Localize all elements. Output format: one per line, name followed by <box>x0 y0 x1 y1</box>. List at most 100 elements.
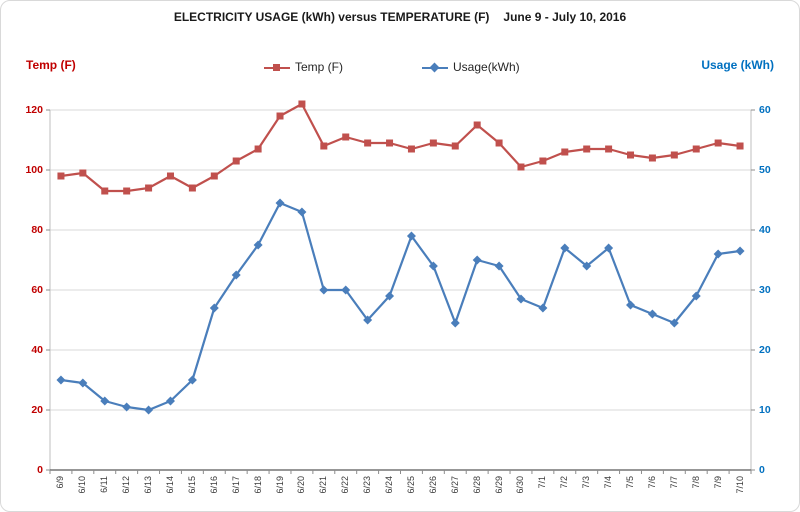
temp-data-point <box>561 148 569 156</box>
usage-data-point <box>560 243 570 253</box>
x-axis-label: 7/1 <box>537 476 548 489</box>
left-axis-tick-label: 80 <box>31 224 43 236</box>
usage-data-point <box>187 375 197 385</box>
usage-data-point <box>231 270 241 280</box>
left-axis-tick-label: 100 <box>25 164 43 176</box>
usage-data-point <box>626 300 636 310</box>
legend-item-usage: Usage(kWh) <box>422 60 520 74</box>
x-axis-label: 6/29 <box>493 476 504 494</box>
usage-data-point <box>385 291 395 301</box>
usage-data-point <box>538 303 548 313</box>
temp-data-point <box>188 184 196 192</box>
right-axis-tick-label: 20 <box>759 344 771 356</box>
temp-data-point <box>342 133 350 141</box>
temp-data-point <box>57 172 65 180</box>
x-axis-label: 7/10 <box>734 476 745 494</box>
x-axis-label: 7/3 <box>581 476 592 489</box>
usage-data-point <box>450 318 460 328</box>
x-axis-label: 6/22 <box>340 476 351 494</box>
x-axis-label: 6/23 <box>362 476 373 494</box>
temp-data-point <box>517 163 525 171</box>
x-axis-label: 6/10 <box>77 476 88 494</box>
x-axis-label: 6/18 <box>252 476 263 494</box>
usage-data-point <box>691 291 701 301</box>
x-axis-label: 6/14 <box>164 476 175 494</box>
usage-data-point <box>735 246 745 256</box>
legend-label-usage: Usage(kWh) <box>453 60 520 74</box>
temp-data-point <box>101 187 109 195</box>
right-axis-title: Usage (kWh) <box>701 58 774 72</box>
x-axis-label: 7/9 <box>712 476 723 489</box>
usage-data-point <box>604 243 614 253</box>
temp-series-line <box>60 102 741 193</box>
left-axis-tick-label: 0 <box>37 464 43 476</box>
temp-data-point <box>627 151 635 159</box>
usage-data-point <box>275 198 285 208</box>
x-axis-label: 6/13 <box>143 476 154 494</box>
x-axis-label: 6/16 <box>208 476 219 494</box>
x-axis-label: 7/5 <box>625 476 636 489</box>
temp-data-point <box>495 139 503 147</box>
chart-title-dates: June 9 - July 10, 2016 <box>503 10 627 24</box>
legend-item-temp: Temp (F) <box>264 60 343 74</box>
temp-data-point <box>145 184 153 192</box>
temp-data-point <box>605 145 613 153</box>
usage-data-point <box>78 378 88 388</box>
x-axis-label: 6/19 <box>274 476 285 494</box>
temp-data-point <box>451 142 459 150</box>
left-axis-tick-label: 120 <box>25 104 43 116</box>
right-axis-tick-label: 30 <box>759 284 771 296</box>
x-axis-label: 6/30 <box>515 476 526 494</box>
left-axis-tick-label: 40 <box>31 344 43 356</box>
temp-series-legend-icon <box>264 63 290 72</box>
right-axis-tick-label: 10 <box>759 404 771 416</box>
temp-data-point <box>429 139 437 147</box>
x-axis-label: 7/7 <box>668 476 679 489</box>
x-axis-label: 6/26 <box>427 476 438 494</box>
usage-series-legend-icon <box>422 62 448 72</box>
right-axis-tick-label: 0 <box>759 464 765 476</box>
left-axis-title: Temp (F) <box>26 58 76 72</box>
usage-data-point <box>165 396 175 406</box>
usage-data-point <box>253 240 263 250</box>
right-axis-tick-label: 50 <box>759 164 771 176</box>
temp-data-point <box>254 145 262 153</box>
temp-data-point <box>210 172 218 180</box>
usage-data-point <box>100 396 110 406</box>
usage-data-point <box>363 315 373 325</box>
x-axis-label: 6/15 <box>186 476 197 494</box>
x-axis-label: 7/6 <box>646 476 657 489</box>
right-axis-tick-label: 40 <box>759 224 771 236</box>
temp-data-point <box>166 172 174 180</box>
temp-data-point <box>407 145 415 153</box>
x-axis-label: 6/11 <box>99 476 110 493</box>
x-axis-label: 7/2 <box>559 476 570 489</box>
chart-title: ELECTRICITY USAGE (kWh) versus TEMPERATU… <box>1 10 799 24</box>
chart-title-main: ELECTRICITY USAGE (kWh) versus TEMPERATU… <box>173 10 490 24</box>
x-axis-label: 6/28 <box>471 476 482 494</box>
x-axis-label: 6/21 <box>318 476 329 494</box>
left-axis-tick-label: 60 <box>31 284 43 296</box>
x-axis-label: 6/9 <box>55 476 66 489</box>
temp-data-point <box>232 157 240 165</box>
temp-data-point <box>386 139 394 147</box>
temp-data-point <box>583 145 591 153</box>
temp-data-point <box>714 139 722 147</box>
temp-data-point <box>692 145 700 153</box>
x-axis-label: 7/4 <box>603 476 614 489</box>
usage-data-point <box>341 285 351 295</box>
usage-data-point <box>669 318 679 328</box>
x-axis-label: 6/17 <box>230 476 241 494</box>
temp-data-point <box>736 142 744 150</box>
x-axis-label: 6/20 <box>296 476 307 494</box>
temp-data-point <box>473 121 481 129</box>
usage-series-line <box>60 201 741 412</box>
x-axis-label: 6/12 <box>121 476 132 494</box>
usage-data-point <box>516 294 526 304</box>
usage-data-point <box>319 285 329 295</box>
temp-data-point <box>276 112 284 120</box>
usage-data-point <box>56 375 66 385</box>
usage-data-point <box>297 207 307 217</box>
